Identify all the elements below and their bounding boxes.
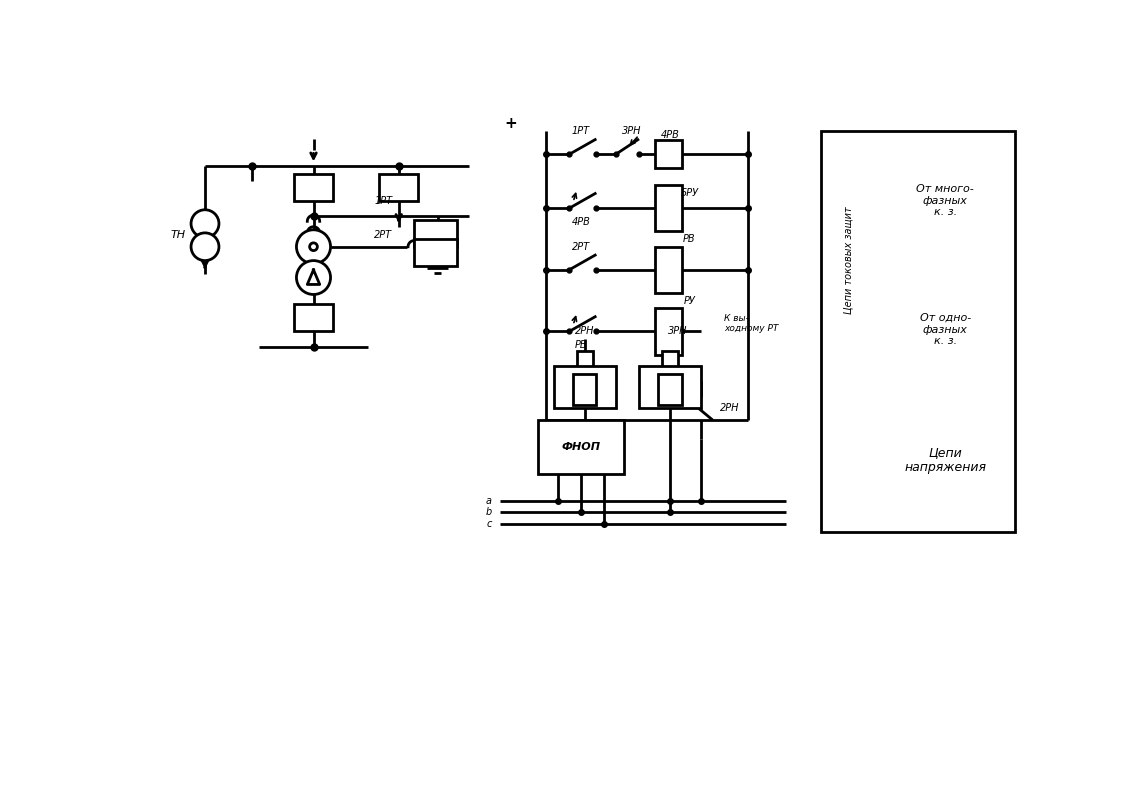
Circle shape <box>296 261 331 295</box>
Bar <box>574 376 595 403</box>
Circle shape <box>310 243 317 250</box>
Text: 3РН: 3РН <box>668 326 688 337</box>
Text: 4РВ: 4РВ <box>572 217 590 227</box>
Bar <box>659 374 682 405</box>
Bar <box>414 219 456 247</box>
Text: 2РТ: 2РТ <box>572 242 590 252</box>
Text: +: + <box>505 116 517 131</box>
Text: К вы-
ходному РТ: К вы- ходному РТ <box>724 314 779 333</box>
Bar <box>662 351 677 370</box>
Text: РВ: РВ <box>683 234 696 244</box>
Text: 2РТ: 2РТ <box>374 230 392 240</box>
Text: b: b <box>485 508 492 517</box>
Text: a: a <box>486 496 492 506</box>
Text: 1РТ: 1РТ <box>374 196 392 206</box>
Text: Цепи токовых защит: Цепи токовых защит <box>843 207 853 314</box>
Bar <box>654 308 682 355</box>
Text: 1РТ: 1РТ <box>572 126 590 136</box>
Circle shape <box>296 230 331 264</box>
Bar <box>654 140 682 168</box>
Bar <box>639 366 701 409</box>
Bar <box>294 304 333 331</box>
Text: 2РН: 2РН <box>575 326 595 337</box>
Bar <box>380 173 418 200</box>
Text: 4РВ: 4РВ <box>660 130 680 140</box>
Text: ТН: ТН <box>170 230 185 240</box>
Text: РВ: РВ <box>574 341 587 350</box>
Bar <box>554 366 615 409</box>
Text: 5РУ: 5РУ <box>681 188 699 198</box>
Bar <box>577 351 593 370</box>
Bar <box>414 239 456 266</box>
Text: От много-
фазных
к. з.: От много- фазных к. з. <box>916 184 974 217</box>
Bar <box>538 420 623 474</box>
Bar <box>654 247 682 293</box>
Text: От одно-
фазных
к. з.: От одно- фазных к. з. <box>920 313 971 346</box>
Circle shape <box>191 210 219 238</box>
Text: Цепи
напряжения: Цепи напряжения <box>904 447 986 474</box>
Bar <box>660 376 680 403</box>
Bar <box>654 185 682 231</box>
Text: c: c <box>486 519 492 529</box>
Text: 2РН: 2РН <box>721 403 740 413</box>
Bar <box>573 374 596 405</box>
Bar <box>294 173 333 200</box>
Text: 3РН: 3РН <box>621 126 641 136</box>
Bar <box>821 131 1015 531</box>
Text: ФНОП: ФНОП <box>562 442 601 452</box>
Circle shape <box>191 233 219 261</box>
Text: РУ: РУ <box>683 295 696 306</box>
